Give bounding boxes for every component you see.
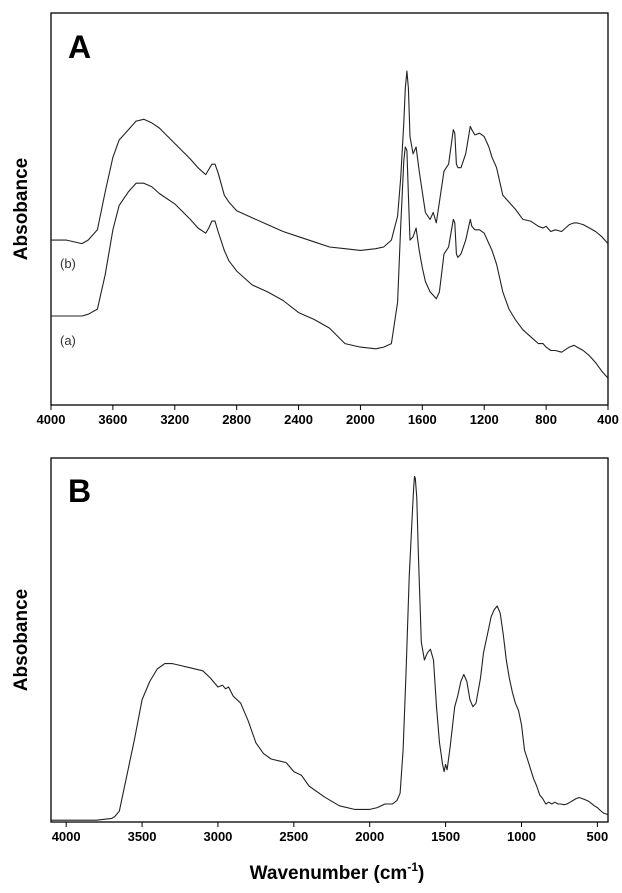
panel-a-x-tick-label: 1200 bbox=[470, 412, 499, 427]
panel-b-series-spectrum-line bbox=[51, 475, 609, 821]
trace-a-label: (a) bbox=[60, 333, 76, 348]
panel-b-x-tick-label: 1000 bbox=[507, 829, 536, 844]
panel-a-y-axis-label: Absobance bbox=[11, 158, 32, 260]
panel-b-x-axis: 4000 3500 3000 2500 2000 1500 1000 500 bbox=[52, 822, 609, 844]
panel-b-x-tick-label: 3500 bbox=[128, 829, 157, 844]
panel-a: A Absobance (b) (a) 4000 3600 3200 2800 2400… bbox=[11, 12, 619, 427]
panel-b-series-group bbox=[51, 475, 609, 821]
panel-a-x-tick-label: 3600 bbox=[98, 412, 127, 427]
panel-b: B Absobance 4000 3500 3000 2500 2000 1500 1000… bbox=[11, 457, 609, 884]
panel-b-x-tick-label: 3000 bbox=[203, 829, 232, 844]
panel-b-x-tick-label: 4000 bbox=[52, 829, 81, 844]
panel-a-series-group bbox=[51, 70, 609, 379]
panel-a-x-tick-label: 2400 bbox=[284, 412, 313, 427]
panel-a-series-b-line bbox=[51, 70, 609, 251]
panel-a-x-tick-label: 800 bbox=[535, 412, 557, 427]
panel-b-x-tick-label: 500 bbox=[587, 829, 609, 844]
panel-a-x-tick-label: 2000 bbox=[346, 412, 375, 427]
panel-b-x-tick-label: 2000 bbox=[355, 829, 384, 844]
panel-a-frame bbox=[50, 12, 609, 406]
x-axis-label: Wavenumber (cm-1) bbox=[250, 860, 425, 884]
panel-b-frame bbox=[50, 457, 609, 823]
panel-a-x-tick-label: 400 bbox=[597, 412, 619, 427]
panel-a-x-tick-label: 1600 bbox=[408, 412, 437, 427]
panel-a-x-axis: 4000 3600 3200 2800 2400 2000 1600 1200 800 400 bbox=[37, 405, 619, 427]
panel-a-letter: A bbox=[68, 29, 91, 65]
trace-b-label: (b) bbox=[60, 256, 76, 271]
panel-b-letter: B bbox=[68, 473, 91, 509]
panel-b-x-tick-label: 1500 bbox=[431, 829, 460, 844]
panel-a-x-tick-label: 2800 bbox=[222, 412, 251, 427]
panel-b-y-axis-label: Absobance bbox=[11, 589, 32, 691]
panel-a-x-tick-label: 4000 bbox=[37, 412, 66, 427]
panel-a-series-a-line bbox=[51, 146, 609, 379]
x-axis-label-main: Wavenumber (cm bbox=[250, 863, 408, 884]
x-axis-label-close: ) bbox=[418, 863, 424, 884]
panel-a-x-tick-label: 3200 bbox=[160, 412, 189, 427]
panel-b-x-tick-label: 2500 bbox=[279, 829, 308, 844]
x-axis-label-superscript: -1 bbox=[407, 860, 418, 874]
